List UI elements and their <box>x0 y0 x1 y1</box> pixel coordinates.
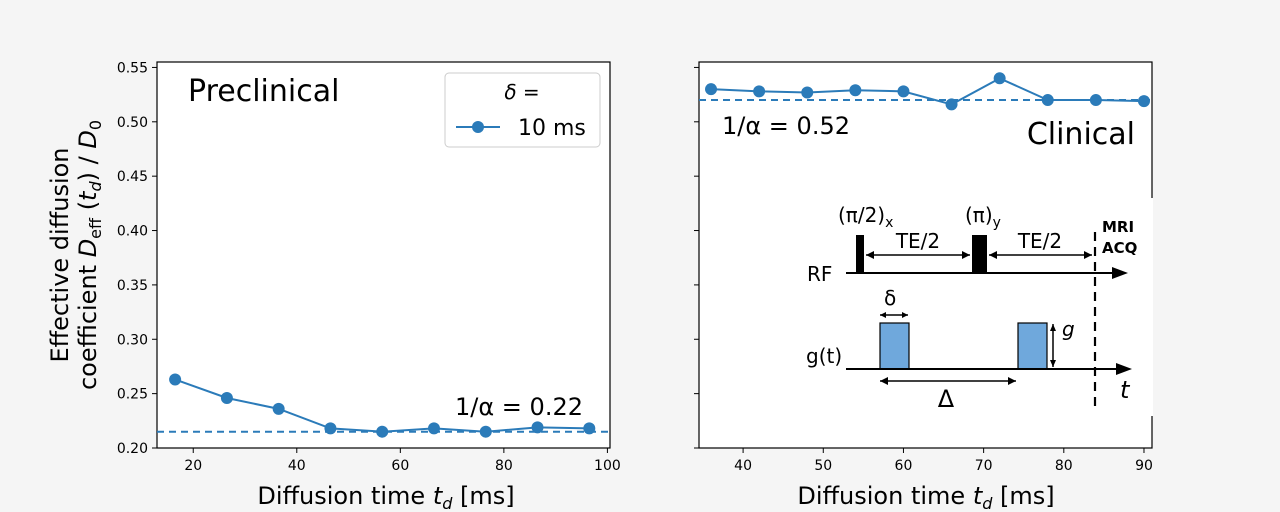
gradient-pulse-2 <box>1017 322 1048 370</box>
te-half-arrowhead-1b <box>962 251 970 259</box>
inset-background <box>805 198 1153 416</box>
data-point <box>427 422 440 435</box>
panel-right-plot <box>699 72 1152 111</box>
data-point <box>1041 94 1054 107</box>
x-tick-label: 40 <box>288 458 306 474</box>
te-half-arrowhead-1a <box>866 251 874 259</box>
y-tick-label: 0.25 <box>117 387 148 403</box>
ref-label-left: 1/α = 0.22 <box>455 393 583 421</box>
data-point <box>1137 95 1150 108</box>
data-point <box>220 391 233 404</box>
y-tick-label: 0.20 <box>117 441 148 457</box>
y-tick-label: 0.40 <box>117 224 148 240</box>
data-point <box>376 425 389 438</box>
x-tick-label: 90 <box>1135 458 1153 474</box>
x-tick-label: 60 <box>391 458 409 474</box>
g-amplitude-label: g <box>1062 317 1075 341</box>
x-tick-label: 70 <box>975 458 993 474</box>
x-tick-label: 50 <box>814 458 832 474</box>
te-half-arrowhead-2a <box>989 251 997 259</box>
te-half-label-1: TE/2 <box>895 229 940 253</box>
data-point <box>753 85 766 98</box>
data-point <box>801 86 814 99</box>
x-tick-label: 20 <box>184 458 202 474</box>
data-point <box>945 98 958 111</box>
mri-label: MRI <box>1102 218 1134 236</box>
data-point <box>849 84 862 97</box>
y-tick-label: 0.30 <box>117 332 148 348</box>
pi-half-rf-pulse <box>856 235 864 273</box>
x-tick-label: 100 <box>594 458 621 474</box>
data-point <box>993 72 1006 85</box>
legend-entry-label: 10 ms <box>518 116 586 141</box>
x-axis-label-right: Diffusion time td [ms] <box>797 482 1054 512</box>
x-tick-label: 80 <box>495 458 513 474</box>
pi-pulse-label: (π)y <box>965 203 1001 231</box>
rf-axis-label: RF <box>807 262 832 286</box>
data-point <box>324 422 337 435</box>
gt-axis-arrowhead <box>1116 363 1132 375</box>
x-tick-label: 60 <box>895 458 913 474</box>
panel-left-axes: 20 40 60 80 100 0.20 0.25 0.30 0.35 0.40 0.45 0.50 0… <box>117 60 621 474</box>
delta-small-arrowhead-b <box>902 312 908 318</box>
te-half-arrowhead-2b <box>1084 251 1092 259</box>
series-line <box>710 77 1145 106</box>
ref-label-right: 1/α = 0.52 <box>722 112 850 140</box>
x-tick-label: 40 <box>734 458 752 474</box>
time-axis-label: t <box>1120 376 1131 404</box>
g-amplitude-arrowhead-a <box>1050 324 1056 331</box>
data-point <box>479 425 492 438</box>
data-point <box>1089 94 1102 107</box>
data-point <box>897 85 910 98</box>
x-axis-label-left: Diffusion time td [ms] <box>257 482 514 512</box>
y-tick-label: 0.45 <box>117 169 148 185</box>
delta-small-label: δ <box>884 286 896 310</box>
y-axis-label-line2: coefficient Deff (td) / D0 <box>74 120 105 390</box>
rf-axis-arrowhead <box>1112 267 1128 279</box>
gradient-pulse-1 <box>879 322 910 370</box>
pi-rf-pulse <box>972 235 987 273</box>
acq-label: ACQ <box>1102 239 1137 257</box>
gt-axis-label: g(t) <box>806 344 842 368</box>
delta-big-arrowhead-b <box>1008 377 1016 385</box>
panel-title-preclinical: Preclinical <box>188 74 339 109</box>
data-point <box>169 373 182 386</box>
data-point <box>531 421 544 434</box>
panel-left-plot <box>157 373 610 438</box>
panel-title-clinical: Clinical <box>1027 117 1135 152</box>
pi-half-pulse-label: (π/2)x <box>838 203 893 231</box>
x-tick-label: 80 <box>1055 458 1073 474</box>
data-point <box>583 422 596 435</box>
y-axis-label-line1: Effective diffusion <box>46 147 74 362</box>
y-tick-label: 0.35 <box>117 278 148 294</box>
legend-marker-sample <box>472 121 484 133</box>
panel-right-axes: 40 50 60 70 80 90 <box>694 66 1153 474</box>
legend: δ = 10 ms <box>444 72 601 148</box>
data-point <box>272 402 285 415</box>
delta-big-label: Δ <box>938 385 955 413</box>
te-half-label-2: TE/2 <box>1017 229 1062 253</box>
g-amplitude-arrowhead-b <box>1050 360 1056 367</box>
delta-small-arrowhead-a <box>880 312 886 318</box>
legend-title: δ = <box>504 80 539 104</box>
delta-big-arrowhead-a <box>880 377 888 385</box>
data-point <box>705 83 718 96</box>
y-tick-label: 0.55 <box>117 60 148 76</box>
y-tick-label: 0.50 <box>117 115 148 131</box>
pulse-sequence-inset: (π/2)x (π)y MRI ACQ TE/2 TE/2 RF δ g <box>805 198 1153 416</box>
